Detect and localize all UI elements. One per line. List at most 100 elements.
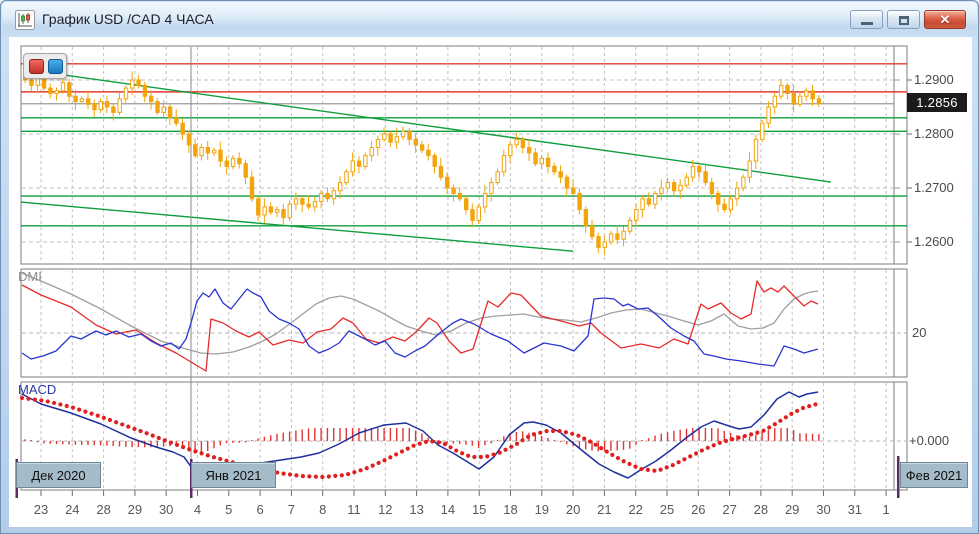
signal-dot (813, 402, 818, 407)
signal-dot (460, 451, 465, 456)
candle-body (671, 182, 677, 192)
candle-body (722, 203, 727, 211)
signal-dot (101, 415, 106, 420)
signal-dot (448, 445, 453, 450)
candle-body (394, 136, 400, 143)
signal-dot (717, 440, 722, 445)
candle-body (558, 171, 563, 178)
close-button[interactable]: ✕ (924, 10, 966, 29)
signal-dot (538, 430, 543, 435)
signal-dot (783, 415, 788, 420)
dmi-plus-di-line (21, 288, 819, 367)
signal-dot (711, 443, 716, 448)
candle-body (338, 182, 343, 192)
signal-dot (742, 433, 747, 439)
candle-body (319, 192, 324, 202)
minimize-icon (861, 22, 873, 25)
candle-body (608, 233, 614, 243)
minimize-button[interactable] (850, 10, 883, 29)
candle-body (627, 219, 633, 232)
candle-body (237, 157, 242, 165)
candle-body (451, 187, 456, 194)
panel-frame[interactable] (20, 45, 895, 265)
month-label-jan[interactable]: Янв 2021 (191, 462, 276, 488)
signal-dot (156, 435, 161, 441)
signal-dot (187, 447, 192, 452)
panel-frame[interactable] (20, 268, 895, 378)
chart-object-toolbar (23, 53, 67, 79)
chart-client-area: DMI MACD 20 +0.000 1.2856 Дек 2020 Янв 2… (9, 37, 972, 527)
candle-body (678, 184, 683, 192)
candle-body (388, 133, 393, 143)
signal-dot (730, 437, 735, 442)
signal-dot (795, 408, 800, 414)
candle-body (293, 198, 299, 205)
candle-body (149, 95, 154, 103)
candles-layer[interactable] (23, 65, 822, 256)
candle-body (249, 176, 255, 200)
blue-marker-button[interactable] (48, 59, 63, 74)
window-titlebar[interactable]: График USD /CAD 4 ЧАСА ✕ (2, 2, 977, 37)
red-marker-button[interactable] (29, 59, 44, 74)
signal-dot (639, 466, 644, 472)
candle-body (29, 79, 34, 86)
signal-dot (320, 474, 325, 480)
candle-body (539, 157, 544, 165)
candle-body (268, 206, 274, 213)
macd-zero-label: +0.000 (909, 433, 950, 448)
x-axis-day-label: 27 (722, 502, 737, 517)
signal-dot (126, 424, 131, 429)
x-axis-day-label: 28 (753, 502, 769, 517)
signal-dot (300, 473, 305, 479)
x-axis-day-label: 22 (628, 502, 643, 517)
month-label-dec[interactable]: Дек 2020 (16, 462, 101, 488)
macd-indicator-label: MACD (18, 382, 57, 397)
signal-dot (514, 441, 520, 446)
candle-body (590, 225, 595, 238)
candle-body (193, 144, 198, 157)
month-label-feb[interactable]: Фев 2021 (900, 462, 968, 488)
signal-dot (394, 452, 399, 457)
candle-body (684, 176, 689, 186)
signal-dot (64, 403, 69, 409)
signal-dot (472, 454, 477, 460)
signal-dot (670, 462, 675, 468)
candle-body (753, 138, 759, 162)
signal-dot (491, 452, 496, 457)
panel-frame[interactable] (20, 381, 895, 491)
axis-strip (893, 45, 908, 265)
candle-body (300, 198, 305, 205)
candle-body (98, 101, 103, 111)
signal-dot (174, 442, 180, 448)
x-axis-day-label: 8 (319, 502, 327, 517)
signal-dot (767, 425, 772, 430)
trendline[interactable] (20, 201, 574, 252)
trendline[interactable] (25, 69, 832, 183)
candle-body (495, 171, 500, 184)
candle-body (205, 147, 211, 154)
signal-dot (682, 457, 687, 462)
signal-dot (633, 464, 638, 469)
candle-body (470, 209, 475, 221)
candle-body (438, 165, 444, 178)
signal-dot (307, 474, 312, 479)
signal-dot (107, 417, 113, 423)
signal-dot (405, 446, 410, 451)
signal-dot (287, 472, 293, 477)
signal-dot (32, 397, 37, 402)
signal-dot (807, 404, 812, 409)
candle-body (111, 106, 116, 113)
signal-dot (761, 428, 766, 433)
candle-body (86, 98, 91, 105)
maximize-button[interactable] (887, 10, 920, 29)
candle-body (552, 165, 557, 173)
signal-dot (604, 449, 609, 454)
x-axis-day-label: 5 (225, 502, 233, 517)
candle-body (218, 149, 223, 162)
candle-body (275, 209, 280, 213)
candle-body (350, 160, 356, 173)
candle-body (79, 98, 85, 103)
candle-body (60, 82, 66, 92)
